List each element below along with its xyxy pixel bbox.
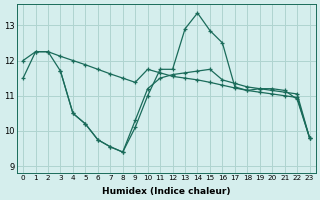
X-axis label: Humidex (Indice chaleur): Humidex (Indice chaleur) xyxy=(102,187,231,196)
